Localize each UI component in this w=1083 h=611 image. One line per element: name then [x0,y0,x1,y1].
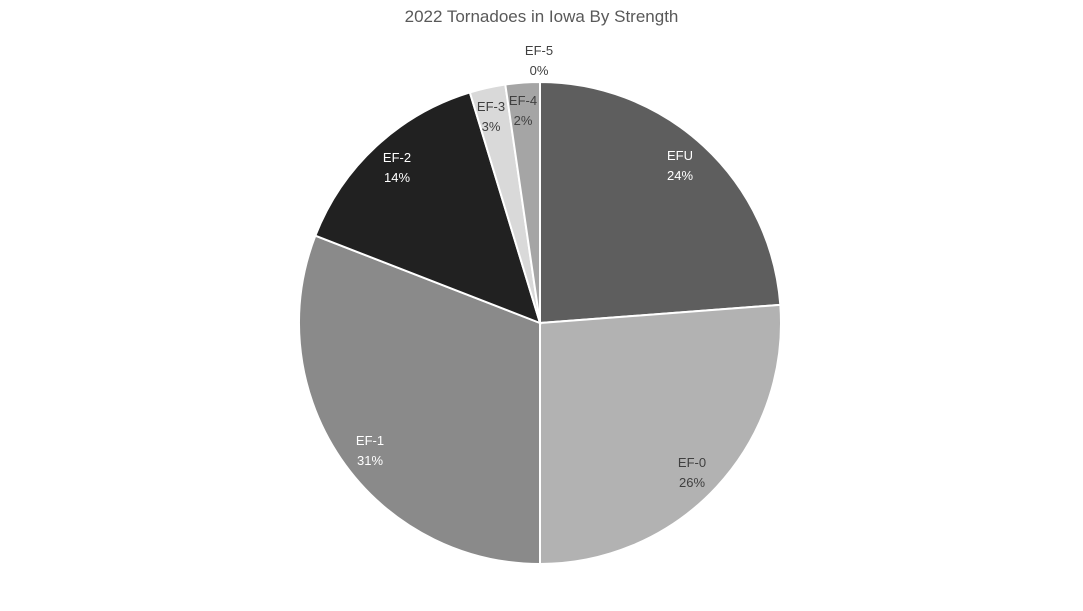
slice-label-category: EF-3 [477,99,505,114]
slice-label-percent: 2% [514,113,533,128]
pie-slice-ef-0 [539,303,782,566]
pie-slice-ef-4 [504,80,541,324]
chart-title: 2022 Tornadoes in Iowa By Strength [404,7,679,26]
slice-label-percent: 26% [679,475,705,490]
pie-slice-ef-1 [298,234,541,566]
slice-label-category: EF-5 [525,43,553,58]
slice-label-category: EF-4 [509,93,537,108]
slice-label-category: EF-1 [356,433,384,448]
pie-slice-efu [539,80,782,325]
slice-label-percent: 24% [667,168,693,183]
slice-label-category: EF-2 [383,150,411,165]
slice-label-percent: 31% [357,453,383,468]
slice-label-category: EFU [667,148,693,163]
slice-label-percent: 3% [482,119,501,134]
slice-label-category: EF-0 [678,455,706,470]
slice-label-percent: 0% [530,63,549,78]
pie-slice-ef-2 [314,91,542,325]
slice-label-percent: 14% [384,170,410,185]
